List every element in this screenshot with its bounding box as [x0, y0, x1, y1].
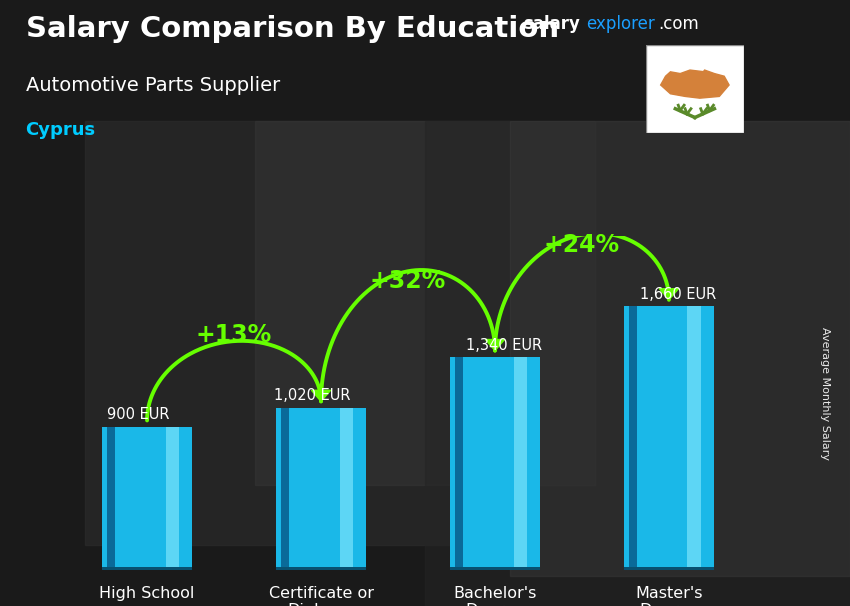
Bar [102, 427, 192, 570]
Text: Salary Comparison By Education: Salary Comparison By Education [26, 15, 558, 43]
Text: +13%: +13% [196, 324, 272, 347]
Bar [425, 121, 850, 606]
Bar [275, 567, 366, 570]
Bar [450, 357, 541, 570]
Text: +24%: +24% [544, 233, 620, 257]
Text: explorer: explorer [586, 15, 655, 33]
Text: Average Monthly Salary: Average Monthly Salary [820, 327, 830, 461]
Bar [280, 408, 289, 570]
Polygon shape [311, 390, 331, 401]
Text: 1,020 EUR: 1,020 EUR [274, 388, 350, 404]
Bar [255, 121, 595, 485]
Bar [513, 357, 527, 570]
Polygon shape [660, 70, 729, 98]
Bar [166, 427, 179, 570]
Polygon shape [485, 339, 505, 351]
Bar [107, 427, 115, 570]
Bar [629, 306, 637, 570]
Bar [510, 121, 850, 576]
Bar [85, 121, 510, 545]
Text: Automotive Parts Supplier: Automotive Parts Supplier [26, 76, 280, 95]
Bar [455, 357, 463, 570]
Bar [102, 567, 192, 570]
Bar [339, 408, 353, 570]
Text: 1,660 EUR: 1,660 EUR [639, 287, 716, 302]
Bar [688, 306, 701, 570]
Text: 1,340 EUR: 1,340 EUR [466, 338, 541, 353]
Text: salary: salary [523, 15, 580, 33]
Text: 900 EUR: 900 EUR [107, 407, 170, 422]
Bar [624, 567, 714, 570]
Polygon shape [660, 288, 678, 300]
Text: Cyprus: Cyprus [26, 121, 95, 139]
Text: +32%: +32% [370, 270, 446, 293]
Bar [275, 408, 366, 570]
Bar [450, 567, 541, 570]
Text: .com: .com [659, 15, 700, 33]
Bar [624, 306, 714, 570]
